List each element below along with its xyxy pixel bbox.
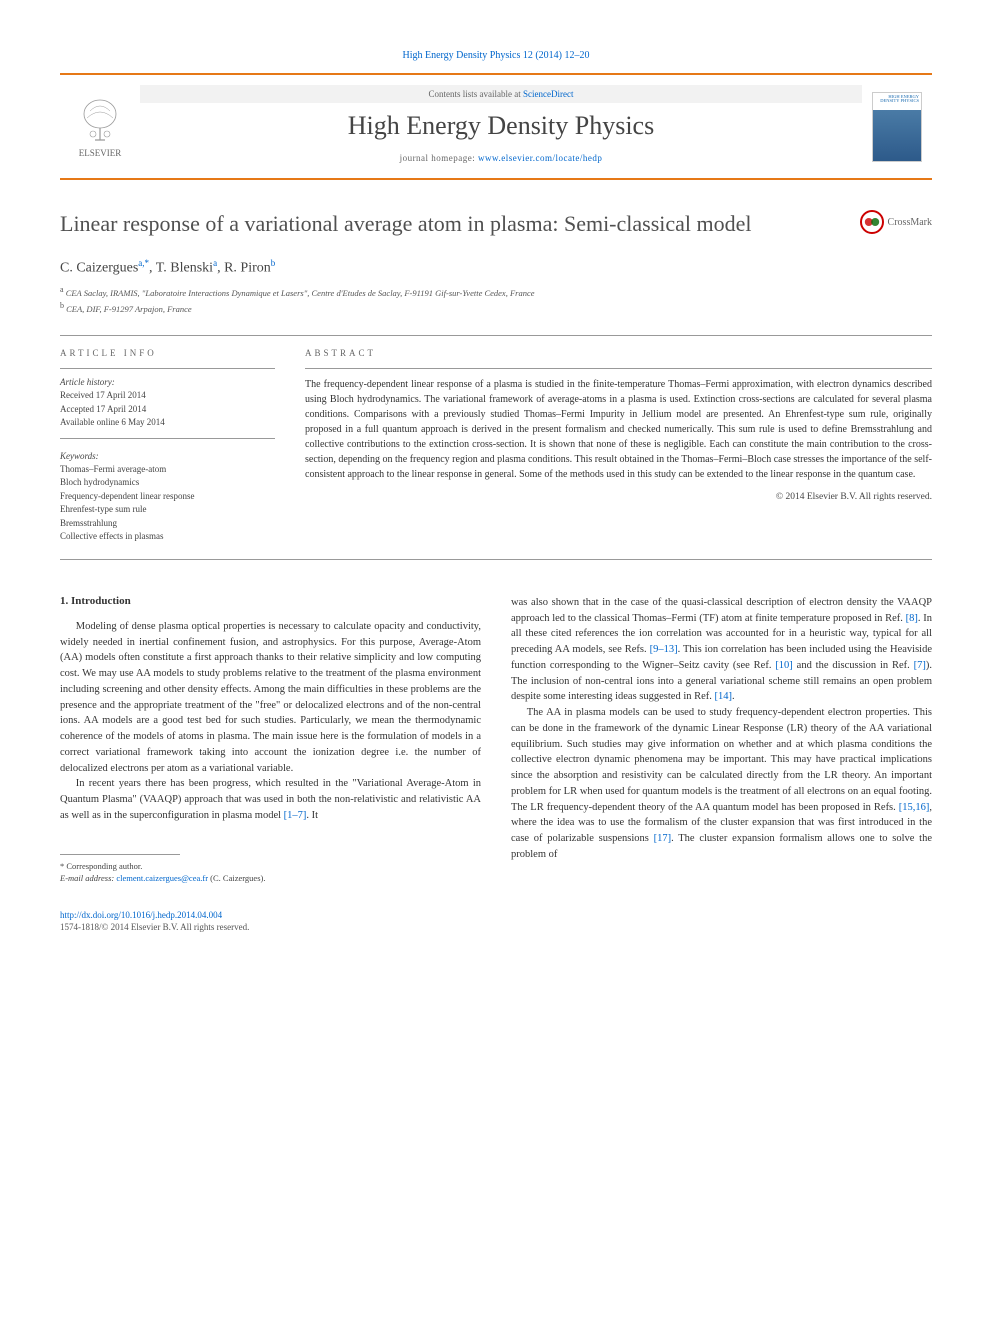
contents-available: Contents lists available at ScienceDirec… bbox=[140, 85, 862, 103]
email-link[interactable]: clement.caizergues@cea.fr bbox=[116, 873, 208, 883]
crossmark-label: CrossMark bbox=[888, 217, 932, 228]
affiliation-a: CEA Saclay, IRAMIS, "Laboratoire Interac… bbox=[66, 288, 535, 298]
author-3[interactable]: R. Piron bbox=[224, 260, 271, 275]
keyword: Bloch hydrodynamics bbox=[60, 476, 275, 490]
body-paragraph: The AA in plasma models can be used to s… bbox=[511, 705, 932, 863]
abstract-text: The frequency-dependent linear response … bbox=[305, 377, 932, 482]
citation-link[interactable]: [8] bbox=[906, 613, 918, 624]
journal-title: High Energy Density Physics bbox=[140, 111, 862, 141]
article-info-heading: ARTICLE INFO bbox=[60, 348, 275, 358]
footer-copyright: 1574-1818/© 2014 Elsevier B.V. All right… bbox=[60, 922, 932, 932]
journal-reference: High Energy Density Physics 12 (2014) 12… bbox=[60, 50, 932, 61]
text-span: . bbox=[732, 691, 735, 702]
text-span: and the discussion in Ref. bbox=[793, 660, 914, 671]
homepage-prefix: journal homepage: bbox=[400, 153, 478, 163]
text-span: was also shown that in the case of the q… bbox=[511, 597, 932, 624]
author-1-affil: a,* bbox=[138, 258, 149, 268]
keyword: Thomas–Fermi average-atom bbox=[60, 463, 275, 477]
elsevier-logo[interactable]: ELSEVIER bbox=[60, 75, 140, 178]
email-footnote: E-mail address: clement.caizergues@cea.f… bbox=[60, 872, 481, 885]
left-column: 1. Introduction Modeling of dense plasma… bbox=[60, 595, 481, 885]
cover-image: HIGH ENERGY DENSITY PHYSICS bbox=[872, 92, 922, 162]
right-column: was also shown that in the case of the q… bbox=[511, 595, 932, 885]
crossmark-icon bbox=[860, 210, 884, 234]
history-received: Received 17 April 2014 bbox=[60, 389, 275, 403]
affiliation-b: CEA, DIF, F-91297 Arpajon, France bbox=[66, 304, 192, 314]
email-label: E-mail address: bbox=[60, 873, 116, 883]
keyword: Frequency-dependent linear response bbox=[60, 490, 275, 504]
citation-link[interactable]: [15,16] bbox=[899, 802, 930, 813]
author-2-affil: a bbox=[213, 258, 217, 268]
text-span: . It bbox=[306, 810, 318, 821]
citation-link[interactable]: [7] bbox=[914, 660, 926, 671]
cover-text-2: DENSITY PHYSICS bbox=[880, 98, 919, 103]
info-divider-2 bbox=[60, 438, 275, 439]
crossmark-badge[interactable]: CrossMark bbox=[860, 210, 932, 234]
sciencedirect-link[interactable]: ScienceDirect bbox=[523, 89, 573, 99]
author-3-affil: b bbox=[271, 258, 276, 268]
keyword: Ehrenfest-type sum rule bbox=[60, 503, 275, 517]
homepage-link[interactable]: www.elsevier.com/locate/hedp bbox=[478, 153, 602, 163]
affil-a-sup: a bbox=[60, 285, 64, 294]
elsevier-text: ELSEVIER bbox=[79, 148, 122, 158]
abstract-divider bbox=[305, 368, 932, 369]
footnote-divider bbox=[60, 854, 180, 855]
abstract-copyright: © 2014 Elsevier B.V. All rights reserved… bbox=[305, 492, 932, 502]
history-accepted: Accepted 17 April 2014 bbox=[60, 403, 275, 417]
journal-cover-thumbnail[interactable]: HIGH ENERGY DENSITY PHYSICS bbox=[862, 75, 932, 178]
keyword: Collective effects in plasmas bbox=[60, 530, 275, 544]
abstract-heading: ABSTRACT bbox=[305, 348, 932, 358]
keywords-label: Keywords: bbox=[60, 451, 275, 461]
keyword: Bremsstrahlung bbox=[60, 517, 275, 531]
elsevier-tree-icon bbox=[75, 96, 125, 146]
citation-link[interactable]: [14] bbox=[715, 691, 733, 702]
info-divider bbox=[60, 368, 275, 369]
text-span: The AA in plasma models can be used to s… bbox=[511, 707, 932, 813]
author-2[interactable]: T. Blenski bbox=[156, 260, 213, 275]
text-span: In recent years there has been progress,… bbox=[60, 778, 481, 821]
divider-2 bbox=[60, 559, 932, 560]
article-title: Linear response of a variational average… bbox=[60, 210, 932, 238]
body-paragraph: was also shown that in the case of the q… bbox=[511, 595, 932, 705]
affil-b-sup: b bbox=[60, 301, 64, 310]
body-paragraph: Modeling of dense plasma optical propert… bbox=[60, 619, 481, 777]
history-label: Article history: bbox=[60, 377, 275, 387]
email-suffix: (C. Caizergues). bbox=[208, 873, 265, 883]
contents-prefix: Contents lists available at bbox=[429, 89, 523, 99]
citation-link[interactable]: [9–13] bbox=[650, 644, 678, 655]
history-online: Available online 6 May 2014 bbox=[60, 416, 275, 430]
intro-heading: 1. Introduction bbox=[60, 595, 481, 607]
page-footer: http://dx.doi.org/10.1016/j.hedp.2014.04… bbox=[60, 910, 932, 932]
article-info-column: ARTICLE INFO Article history: Received 1… bbox=[60, 348, 275, 544]
body-paragraph: In recent years there has been progress,… bbox=[60, 776, 481, 823]
citation-link[interactable]: [17] bbox=[654, 833, 672, 844]
citation-link[interactable]: [10] bbox=[775, 660, 793, 671]
author-1[interactable]: C. Caizergues bbox=[60, 260, 138, 275]
journal-header: ELSEVIER Contents lists available at Sci… bbox=[60, 73, 932, 180]
doi-link[interactable]: http://dx.doi.org/10.1016/j.hedp.2014.04… bbox=[60, 910, 932, 920]
divider bbox=[60, 335, 932, 336]
journal-homepage: journal homepage: www.elsevier.com/locat… bbox=[140, 153, 862, 163]
affiliations: a CEA Saclay, IRAMIS, "Laboratoire Inter… bbox=[60, 284, 932, 315]
abstract-column: ABSTRACT The frequency-dependent linear … bbox=[305, 348, 932, 544]
authors: C. Caizerguesa,*, T. Blenskia, R. Pironb bbox=[60, 258, 932, 277]
corresponding-author-note: * Corresponding author. bbox=[60, 860, 481, 873]
citation-link[interactable]: [1–7] bbox=[284, 810, 307, 821]
body-content: 1. Introduction Modeling of dense plasma… bbox=[60, 595, 932, 885]
